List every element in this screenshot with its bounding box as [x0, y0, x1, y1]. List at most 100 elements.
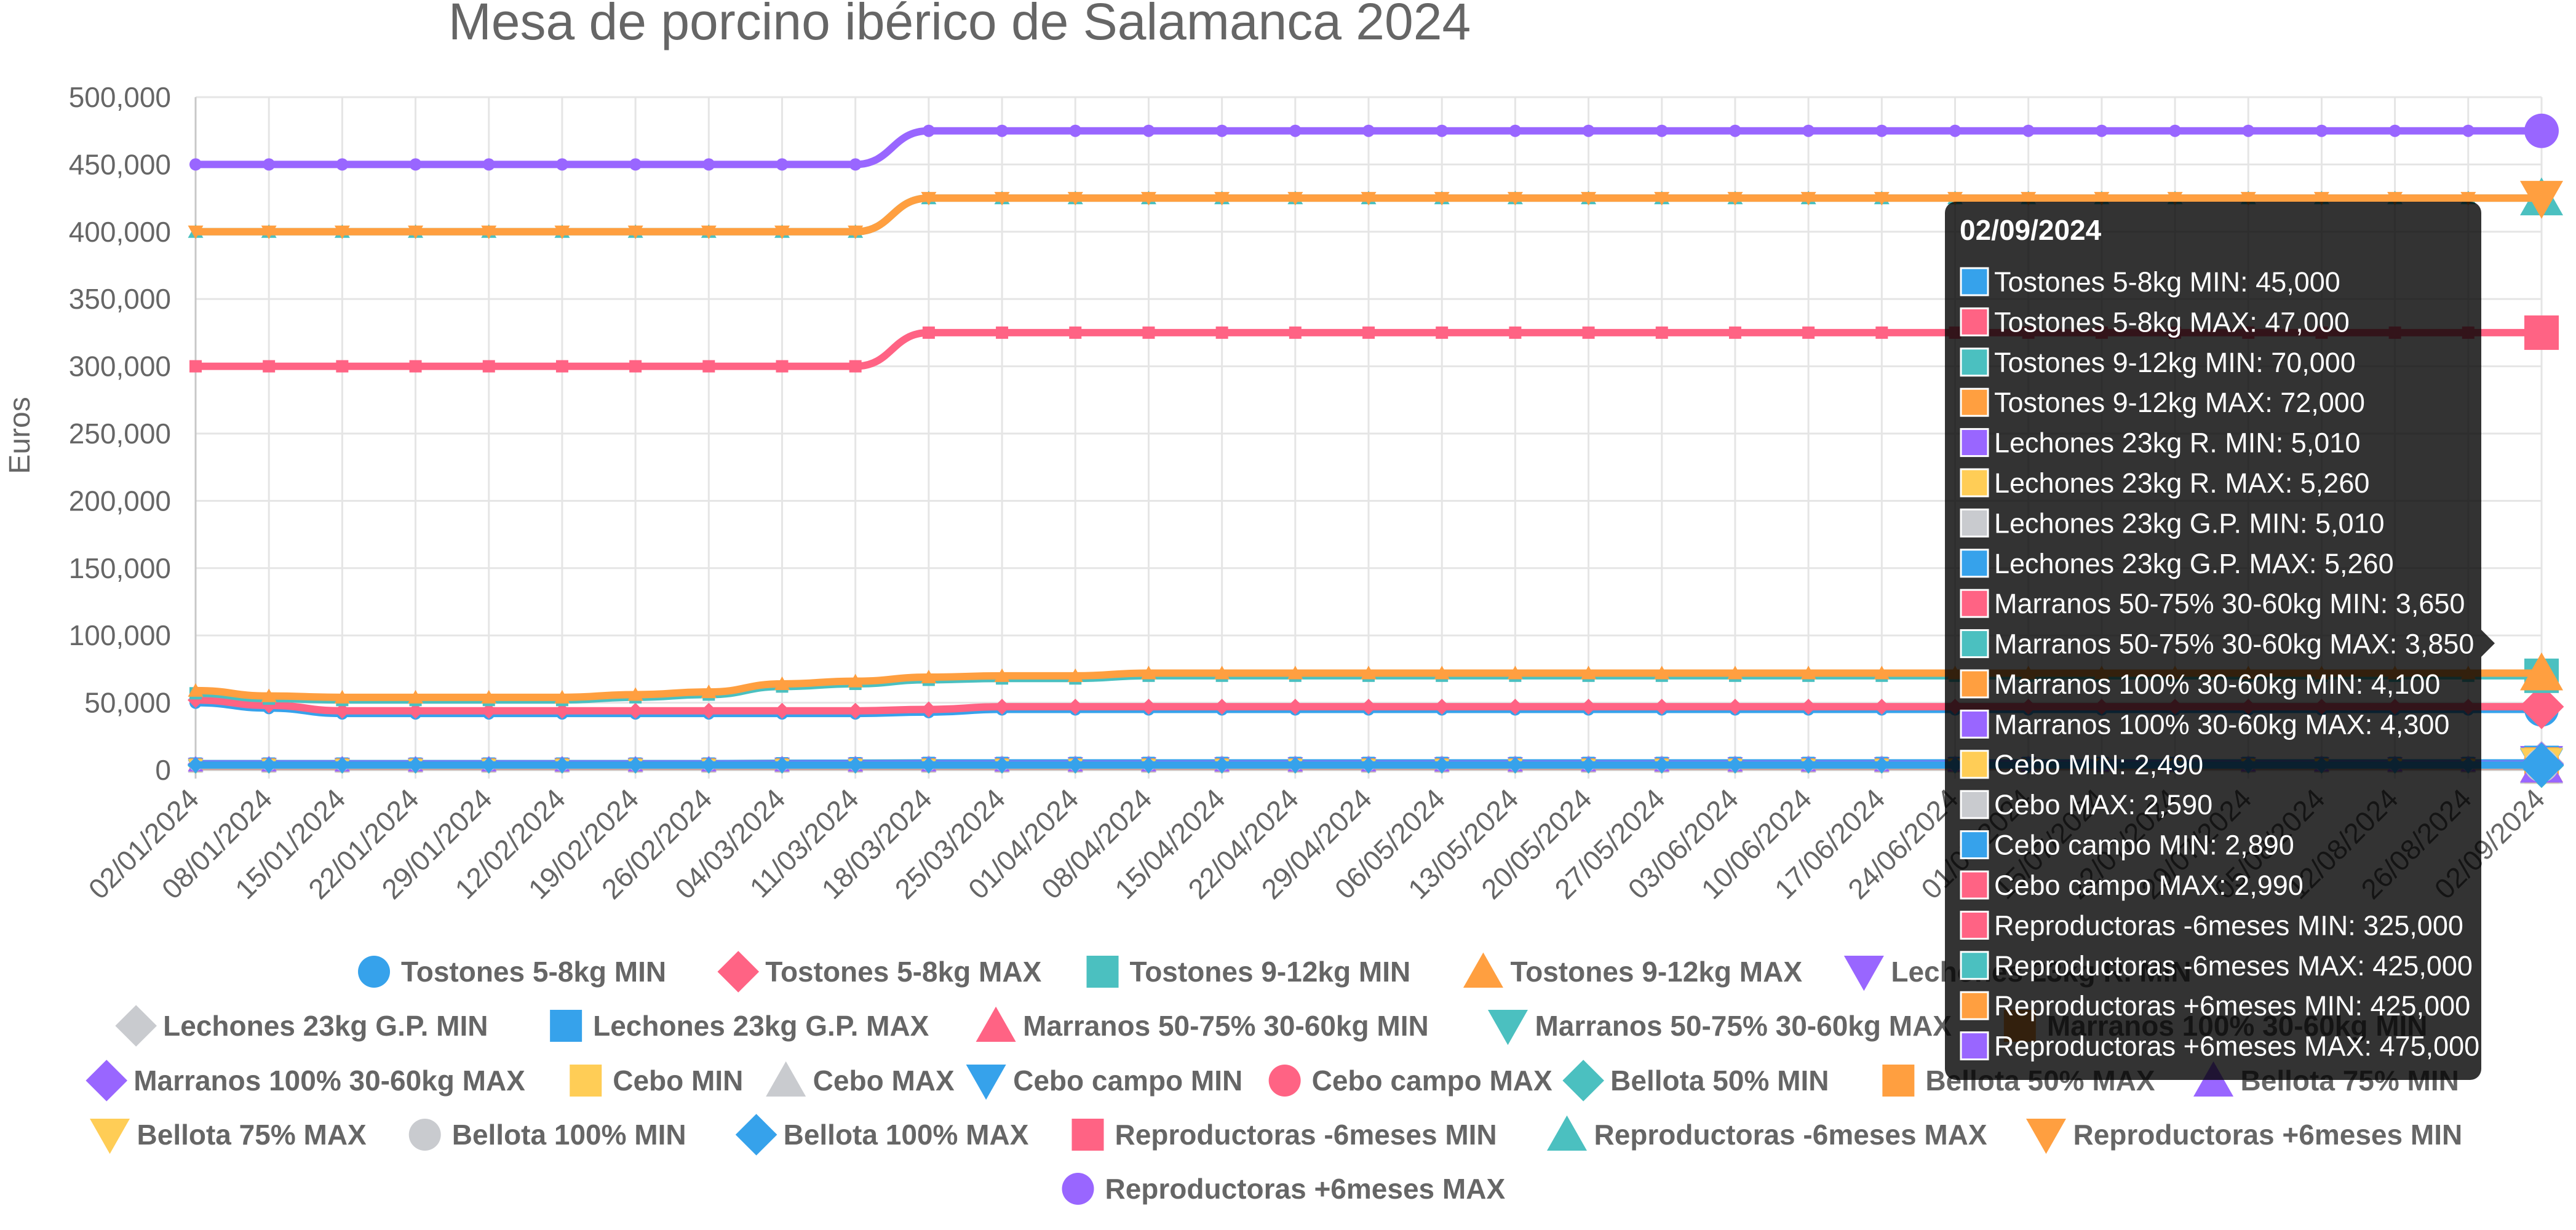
- data-point: [261, 225, 277, 239]
- data-point: [1069, 124, 1082, 137]
- y-tick-label: 450,000: [69, 148, 171, 180]
- data-point: [2095, 124, 2108, 137]
- legend-item[interactable]: Reproductoras +6meses MAX: [1062, 1173, 1506, 1205]
- data-point: [188, 225, 204, 239]
- data-point: [921, 670, 937, 684]
- data-point: [701, 684, 717, 699]
- legend-item[interactable]: Tostones 9-12kg MIN: [1086, 956, 1411, 988]
- legend-label: Tostones 5-8kg MIN: [401, 956, 666, 988]
- legend-item[interactable]: Tostones 5-8kg MAX: [717, 951, 1042, 993]
- legend-item[interactable]: Reproductoras -6meses MIN: [1071, 1119, 1497, 1151]
- tooltip: 02/09/2024 Tostones 5-8kg MIN: 45,000 Tost…: [1945, 202, 2495, 1080]
- data-point: [2315, 124, 2328, 137]
- data-point: [920, 701, 937, 718]
- data-point: [481, 689, 497, 704]
- legend-item[interactable]: Bellota 50% MIN: [1562, 1060, 1829, 1101]
- legend-marker: [1843, 956, 1884, 991]
- data-point: [1287, 665, 1303, 680]
- data-point: [847, 702, 864, 719]
- tooltip-item: Cebo campo MAX: 2,990: [1994, 870, 2304, 901]
- legend-item[interactable]: Tostones 9-12kg MAX: [1463, 952, 1802, 988]
- data-point: [847, 756, 864, 773]
- legend-item[interactable]: Lechones 23kg G.P. MAX: [550, 1010, 929, 1042]
- data-point: [2242, 124, 2255, 137]
- data-point: [1361, 665, 1377, 680]
- legend-item[interactable]: Cebo MAX: [766, 1061, 955, 1097]
- legend-item[interactable]: Reproductoras -6meses MAX: [1546, 1115, 1987, 1151]
- y-axis-ticks: 0 50,000 100,000 150,000 200,000 250,000 300,0…: [69, 81, 171, 786]
- data-point: [1800, 192, 1816, 206]
- data-point: [776, 158, 789, 171]
- legend-marker: [115, 1005, 157, 1047]
- data-point: [336, 158, 349, 171]
- tooltip-swatch: [1960, 709, 1989, 739]
- legend-item[interactable]: Marranos 50-75% 30-60kg MAX: [1487, 1010, 1952, 1046]
- data-point: [996, 326, 1009, 339]
- tooltip-item: Reproductoras +6meses MAX: 475,000: [1994, 1031, 2479, 1062]
- legend-item[interactable]: Marranos 50-75% 30-60kg MIN: [976, 1006, 1429, 1042]
- data-point: [1802, 124, 1815, 137]
- data-point: [1215, 326, 1228, 339]
- legend-label: Marranos 50-75% 30-60kg MIN: [1023, 1010, 1429, 1042]
- data-point: [2462, 124, 2475, 137]
- data-point: [554, 756, 570, 773]
- data-point: [2313, 192, 2329, 206]
- data-point: [334, 225, 350, 239]
- legend-label: Lechones 23kg G.P. MIN: [163, 1010, 488, 1042]
- legend-label: Cebo MIN: [613, 1065, 743, 1097]
- tooltip-item: Marranos 50-75% 30-60kg MIN: 3,650: [1994, 588, 2465, 619]
- legend-item[interactable]: Cebo campo MIN: [966, 1065, 1243, 1100]
- legend-marker: [2025, 1119, 2066, 1154]
- data-point: [1067, 756, 1084, 773]
- legend-item[interactable]: Lechones 23kg G.P. MIN: [115, 1005, 488, 1047]
- data-point: [1434, 665, 1450, 680]
- tooltip-swatch: [1960, 1031, 1989, 1061]
- legend-marker: [1546, 1115, 1587, 1151]
- legend-marker: [1562, 1060, 1604, 1101]
- data-point: [189, 158, 202, 171]
- data-point: [407, 756, 424, 773]
- legend-item[interactable]: Cebo campo MAX: [1268, 1065, 1552, 1097]
- data-point: [189, 360, 202, 373]
- legend-label: Tostones 5-8kg MAX: [765, 956, 1041, 988]
- legend-marker: [966, 1065, 1006, 1100]
- legend-label: Lechones 23kg G.P. MAX: [593, 1010, 929, 1042]
- legend-item[interactable]: Marranos 100% 30-60kg MAX: [85, 1060, 525, 1101]
- legend-item[interactable]: Bellota 100% MIN: [408, 1119, 686, 1151]
- y-tick-label: 200,000: [69, 485, 171, 517]
- data-point: [701, 225, 717, 239]
- tooltip-box: [1945, 202, 2481, 1080]
- tooltip-swatch: [1960, 669, 1989, 699]
- data-point: [188, 683, 204, 697]
- data-point: [1580, 756, 1597, 773]
- data-point: [482, 360, 495, 373]
- data-point: [627, 702, 644, 719]
- legend-item[interactable]: Reproductoras +6meses MIN: [2025, 1119, 2462, 1154]
- legend-item[interactable]: Tostones 5-8kg MIN: [358, 956, 666, 988]
- legend-item[interactable]: Bellota 100% MAX: [735, 1114, 1029, 1156]
- legend-label: Bellota 100% MIN: [452, 1119, 686, 1151]
- data-point: [1287, 756, 1303, 773]
- data-point: [1654, 665, 1670, 680]
- y-tick-label: 350,000: [69, 283, 171, 315]
- tooltip-swatch: [1960, 347, 1989, 377]
- series: [188, 181, 2563, 239]
- data-point: [1067, 192, 1083, 206]
- tooltip-swatch: [1960, 508, 1989, 538]
- legend-label: Tostones 9-12kg MAX: [1510, 956, 1802, 988]
- data-point: [2021, 192, 2037, 206]
- data-point: [629, 360, 642, 373]
- y-tick-label: 250,000: [69, 418, 171, 450]
- data-point: [849, 360, 862, 373]
- data-point: [409, 360, 422, 373]
- chart-title: Mesa de porcino ibérico de Salamanca 202…: [448, 0, 1471, 50]
- data-point: [1653, 756, 1670, 773]
- tooltip-item: Tostones 5-8kg MIN: 45,000: [1994, 266, 2340, 298]
- legend-item[interactable]: Bellota 75% MAX: [90, 1119, 367, 1154]
- data-point: [1069, 326, 1082, 339]
- tooltip-item: Reproductoras +6meses MIN: 425,000: [1994, 990, 2470, 1022]
- legend-item[interactable]: Cebo MIN: [570, 1065, 743, 1097]
- data-point: [1947, 192, 1963, 206]
- data-point: [2167, 192, 2183, 206]
